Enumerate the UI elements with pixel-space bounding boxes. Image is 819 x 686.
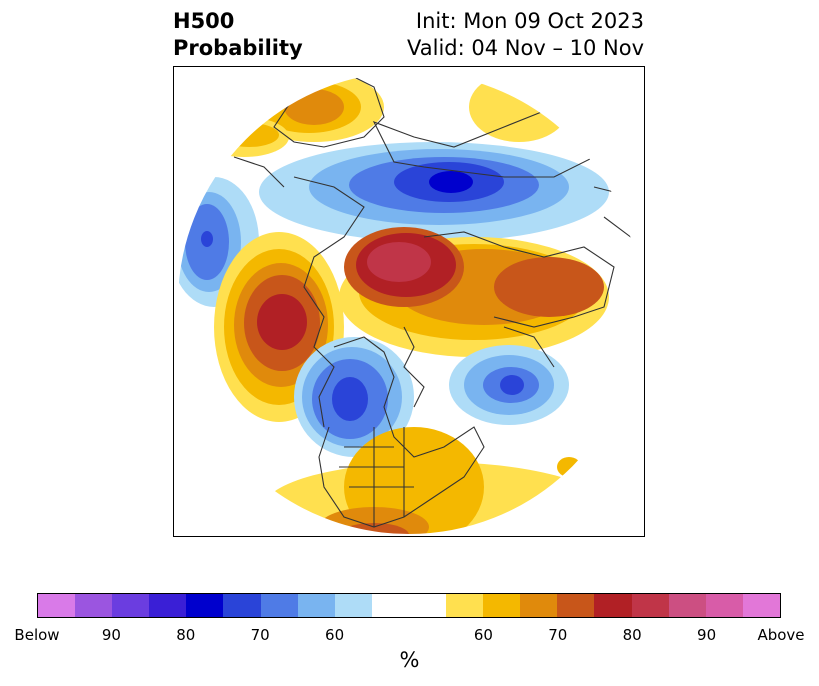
- colorbar-cell: [75, 594, 113, 617]
- colorbar-cell: [594, 594, 632, 617]
- title-line-1: H500: [173, 9, 235, 33]
- colorbar-ticks: Below 90 80 70 60 60 70 80 90 Above: [0, 626, 819, 646]
- probability-field: [177, 71, 641, 535]
- colorbar-tick-label: 70: [548, 626, 568, 644]
- colorbar-tick-label: 80: [622, 626, 642, 644]
- colorbar-cell: [483, 594, 521, 617]
- colorbar-tick-label: Above: [757, 626, 805, 644]
- colorbar-tick-label: 70: [250, 626, 270, 644]
- probability-map: [173, 66, 645, 537]
- colorbar-tick-label: 80: [176, 626, 196, 644]
- title-line-2: Probability: [173, 36, 303, 60]
- colorbar-cell: [186, 594, 224, 617]
- colorbar-cell: [408, 594, 447, 617]
- colorbar: [37, 593, 781, 618]
- colorbar-cell: [557, 594, 595, 617]
- colorbar-tick-label: 60: [325, 626, 345, 644]
- colorbar-cell: [668, 594, 706, 617]
- colorbar-tick-label: 60: [473, 626, 493, 644]
- colorbar-cell: [371, 594, 409, 617]
- colorbar-cell: [112, 594, 150, 617]
- colorbar-cell: [520, 594, 558, 617]
- colorbar-cell: [631, 594, 669, 617]
- colorbar-cell: [38, 594, 76, 617]
- map-svg: [176, 70, 642, 536]
- colorbar-cell: [260, 594, 298, 617]
- map-title: H500 Probability: [173, 8, 303, 62]
- colorbar-cell: [742, 594, 780, 617]
- colorbar-tick-label: 90: [697, 626, 717, 644]
- map-dates: Init: Mon 09 Oct 2023 Valid: 04 Nov – 10…: [407, 8, 644, 62]
- colorbar-cell: [334, 594, 372, 617]
- valid-dates: Valid: 04 Nov – 10 Nov: [407, 36, 644, 60]
- colorbar-cell: [149, 594, 187, 617]
- colorbar-cell: [446, 594, 484, 617]
- colorbar-unit-label: %: [399, 648, 420, 672]
- colorbar-cell: [297, 594, 335, 617]
- colorbar-tick-label: 90: [101, 626, 121, 644]
- colorbar-cell: [705, 594, 743, 617]
- init-date: Init: Mon 09 Oct 2023: [415, 9, 644, 33]
- colorbar-cell: [223, 594, 261, 617]
- colorbar-tick-label: Below: [14, 626, 60, 644]
